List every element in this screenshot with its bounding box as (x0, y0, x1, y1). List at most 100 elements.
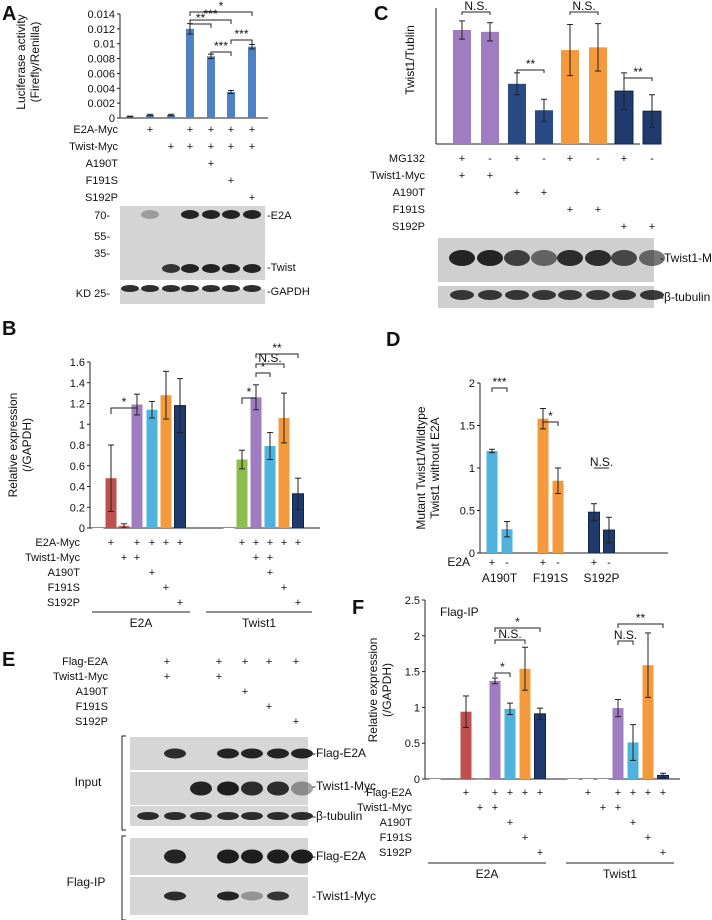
panel-c-band-twist (477, 250, 503, 266)
panel-b-sig-bracket (255, 372, 271, 377)
panel-b-bar-e2a (131, 404, 143, 528)
panel-d-row-label: E2A (447, 555, 470, 569)
panel-f-row-label: Twist1-Myc (357, 802, 413, 814)
panel-c-band-label: -Twist1-Myc (660, 251, 712, 265)
panel-b-tick-label: 1.4 (70, 378, 85, 390)
panel-a-mark: + (228, 124, 234, 136)
panel-a-mark: + (228, 141, 234, 153)
panel-e-band (217, 748, 239, 759)
panel-c-band-label: -β-tubulin (660, 290, 710, 304)
panel-b-mark: + (108, 537, 114, 549)
panel-c-mark: + (487, 170, 493, 182)
panel-a-band-gapdh (162, 285, 180, 292)
panel-f-tick-label: 0 (414, 774, 420, 786)
panel-e-band (217, 812, 239, 820)
panel-e-band (267, 781, 289, 796)
panel-b-bar-twist (250, 397, 262, 528)
panel-b-mark: + (177, 537, 183, 549)
panel-c-sig-bracket (516, 69, 545, 73)
panel-b-group-label: Twist1 (242, 616, 276, 630)
panel-f-mark: + (615, 787, 621, 799)
panel-f-bar-twist (612, 708, 624, 779)
panel-e-band (241, 812, 263, 820)
panel-e-section-label: Input (75, 775, 102, 789)
panel-a-sig-label: ** (196, 11, 206, 25)
panel-a-mark: + (228, 175, 234, 187)
panel-e-band (217, 849, 239, 864)
panel-c-mark: + (514, 153, 520, 165)
panel-e-band (217, 891, 239, 901)
panel-f-mark: + (615, 802, 621, 814)
panel-a-tick-label: 0.008 (87, 54, 115, 66)
panel-f-bar-e2a (489, 680, 501, 779)
panel-c-row-label: S192P (392, 221, 425, 233)
panel-a-band-gapdh (202, 285, 220, 292)
panel-d-mark: + (489, 557, 495, 569)
panel-f-tick-label: 2 (414, 631, 420, 643)
panel-a-band-e2a (181, 210, 199, 219)
panel-e-band (291, 812, 313, 820)
panel-b-sig-bracket (241, 397, 257, 404)
panel-d-group-label: S192P (583, 571, 619, 585)
panel-a-mark: + (187, 124, 193, 136)
panel-c-sig-label: N.S. (464, 0, 487, 13)
panel-f-mark: + (660, 787, 666, 799)
panel-e-band (291, 849, 313, 864)
panel-f-ylabel-line: (/GAPDH) (380, 663, 394, 717)
panel-c-sig-label: ** (526, 57, 536, 71)
panel-b-tick-label: 0 (79, 523, 85, 535)
panel-e-mark: + (242, 686, 248, 698)
panel-e-band (164, 748, 186, 759)
panel-c-mark: - (596, 153, 600, 165)
panel-b-mark: + (253, 552, 259, 564)
panel-f-mark: + (630, 817, 636, 829)
panel-f-mark: + (600, 802, 606, 814)
panel-e-mark: + (293, 656, 299, 668)
panel-f-bar-e2a (534, 713, 546, 780)
panel-b-mark: + (163, 582, 169, 594)
panel-d-group-label: F191S (533, 571, 568, 585)
panel-c-mark: + (541, 187, 547, 199)
panel-f-bar-e2a (460, 711, 472, 779)
panel-a-tick-label: 0.002 (87, 98, 115, 110)
panel-e-mark: + (164, 656, 170, 668)
panel-b-sig-label: * (247, 385, 252, 399)
panel-f-tick-label: 2.5 (405, 595, 420, 607)
panel-a-sig-label: *** (234, 27, 248, 41)
panel-c-sig-bracket (461, 11, 491, 15)
panel-c-band-tubulin (612, 290, 636, 300)
panel-b-mark: + (134, 537, 140, 549)
panel-a-bar (248, 46, 256, 118)
panel-e-row-label: Twist1-Myc (53, 671, 109, 683)
panel-c-bar (481, 31, 499, 145)
panel-a-marker: KD 25- (76, 288, 111, 300)
panel-c-ylabel-line: Twist1/Tublin (403, 25, 417, 95)
panel-b-mark: + (239, 537, 245, 549)
panel-b-bar-twist (264, 446, 276, 528)
panel-a-sig-label: *** (203, 7, 217, 21)
panel-c-band-twist (557, 250, 583, 266)
panel-b-mark: + (267, 552, 273, 564)
panel-d-sig-bracket (542, 421, 559, 426)
panel-b-row-label: F191S (48, 582, 80, 594)
panel-a-mark: + (249, 124, 255, 136)
panel-f-bar-e2a (474, 779, 486, 780)
panel-b-tick-label: 1 (79, 419, 85, 431)
panel-b-bar-e2a (92, 528, 104, 529)
panel-f-row-label: Flag-E2A (366, 787, 413, 799)
panel-b-row-label: E2A-Myc (35, 537, 80, 549)
panel-a-bar (186, 28, 194, 118)
panel-f-tick-label: 1 (414, 702, 420, 714)
panel-e-band (267, 748, 289, 759)
panel-f-ylabel: Relative expression (/GAPDH) (366, 638, 394, 743)
panel-b-bar-e2a (146, 409, 158, 528)
panel-b-ylabel-line: Relative expression (6, 393, 20, 498)
panel-a-band-twist (243, 264, 261, 273)
panel-f-mark: + (660, 847, 666, 859)
panel-e-band (241, 891, 263, 901)
panel-a-mark: + (187, 141, 193, 153)
panel-f-mark: + (645, 787, 651, 799)
panel-f-sig-bracket (617, 640, 634, 645)
panel-c-mark: + (649, 221, 655, 233)
panel-f-sig-label: N.S. (614, 628, 637, 642)
